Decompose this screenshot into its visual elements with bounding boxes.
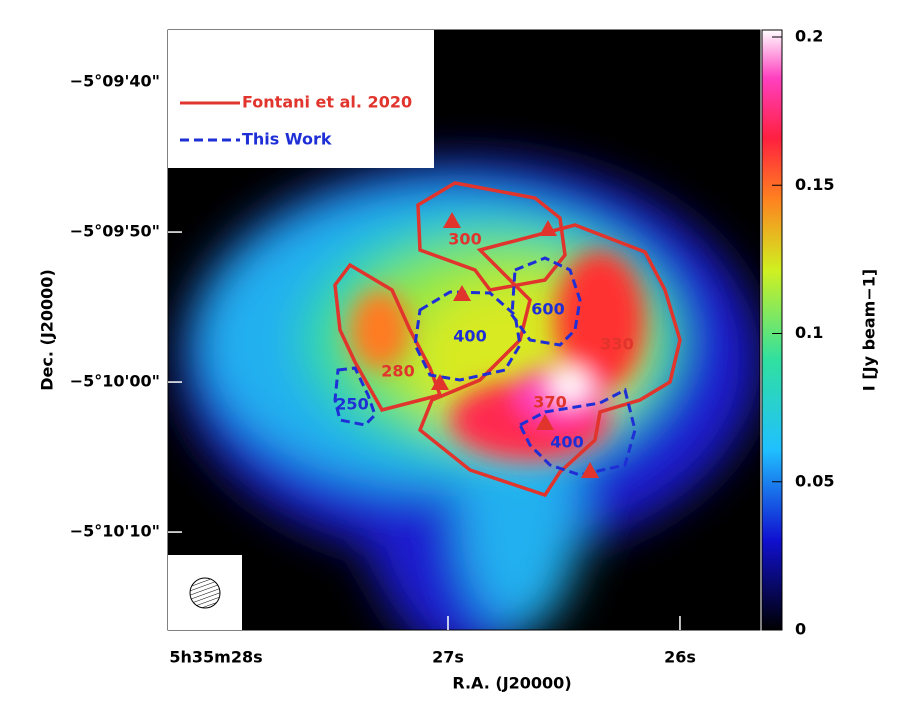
colorbar-tick-label: 0.2: [795, 27, 823, 46]
contour-label: 330: [600, 335, 633, 354]
colorbar-tick-label: 0: [795, 620, 806, 639]
x-tick-label: 5h35m28s: [169, 648, 262, 667]
colorbar-tick-label: 0.1: [795, 323, 823, 342]
colorbar-tick-label: 0.05: [795, 471, 834, 490]
y-tick-label: −5°10'00": [70, 372, 160, 391]
colorbar: [761, 29, 783, 631]
intensity-map: [168, 30, 760, 630]
y-tick-label: −5°10'10": [70, 522, 160, 541]
legend-box: [168, 30, 434, 168]
y-axis-label: Dec. (J20000): [38, 269, 57, 391]
legend-label: Fontani et al. 2020: [242, 93, 412, 112]
x-axis-label: R.A. (J20000): [452, 674, 571, 693]
blue-contours: [333, 256, 637, 477]
contour-label: 250: [335, 395, 368, 414]
contour-label: 600: [531, 300, 564, 319]
y-tick-label: −5°09'40": [70, 72, 160, 91]
beam: [189, 577, 221, 609]
x-tick-label: 27s: [432, 648, 464, 667]
contour-label: 280: [381, 362, 414, 381]
source-markers: [431, 212, 599, 478]
contour-label: 370: [533, 393, 566, 412]
x-tick-label: 26s: [664, 648, 696, 667]
contour-label: 400: [550, 433, 583, 452]
colorbar-tick-label: 0.15: [795, 175, 834, 194]
plot-frame: [167, 29, 761, 631]
contour-label: 300: [448, 230, 481, 249]
y-tick-label: −5°09'50": [70, 222, 160, 241]
colorbar-label: I [Jy beam−1]: [860, 269, 879, 391]
legend-label: This Work: [242, 130, 332, 149]
contour-label: 400: [453, 327, 486, 346]
